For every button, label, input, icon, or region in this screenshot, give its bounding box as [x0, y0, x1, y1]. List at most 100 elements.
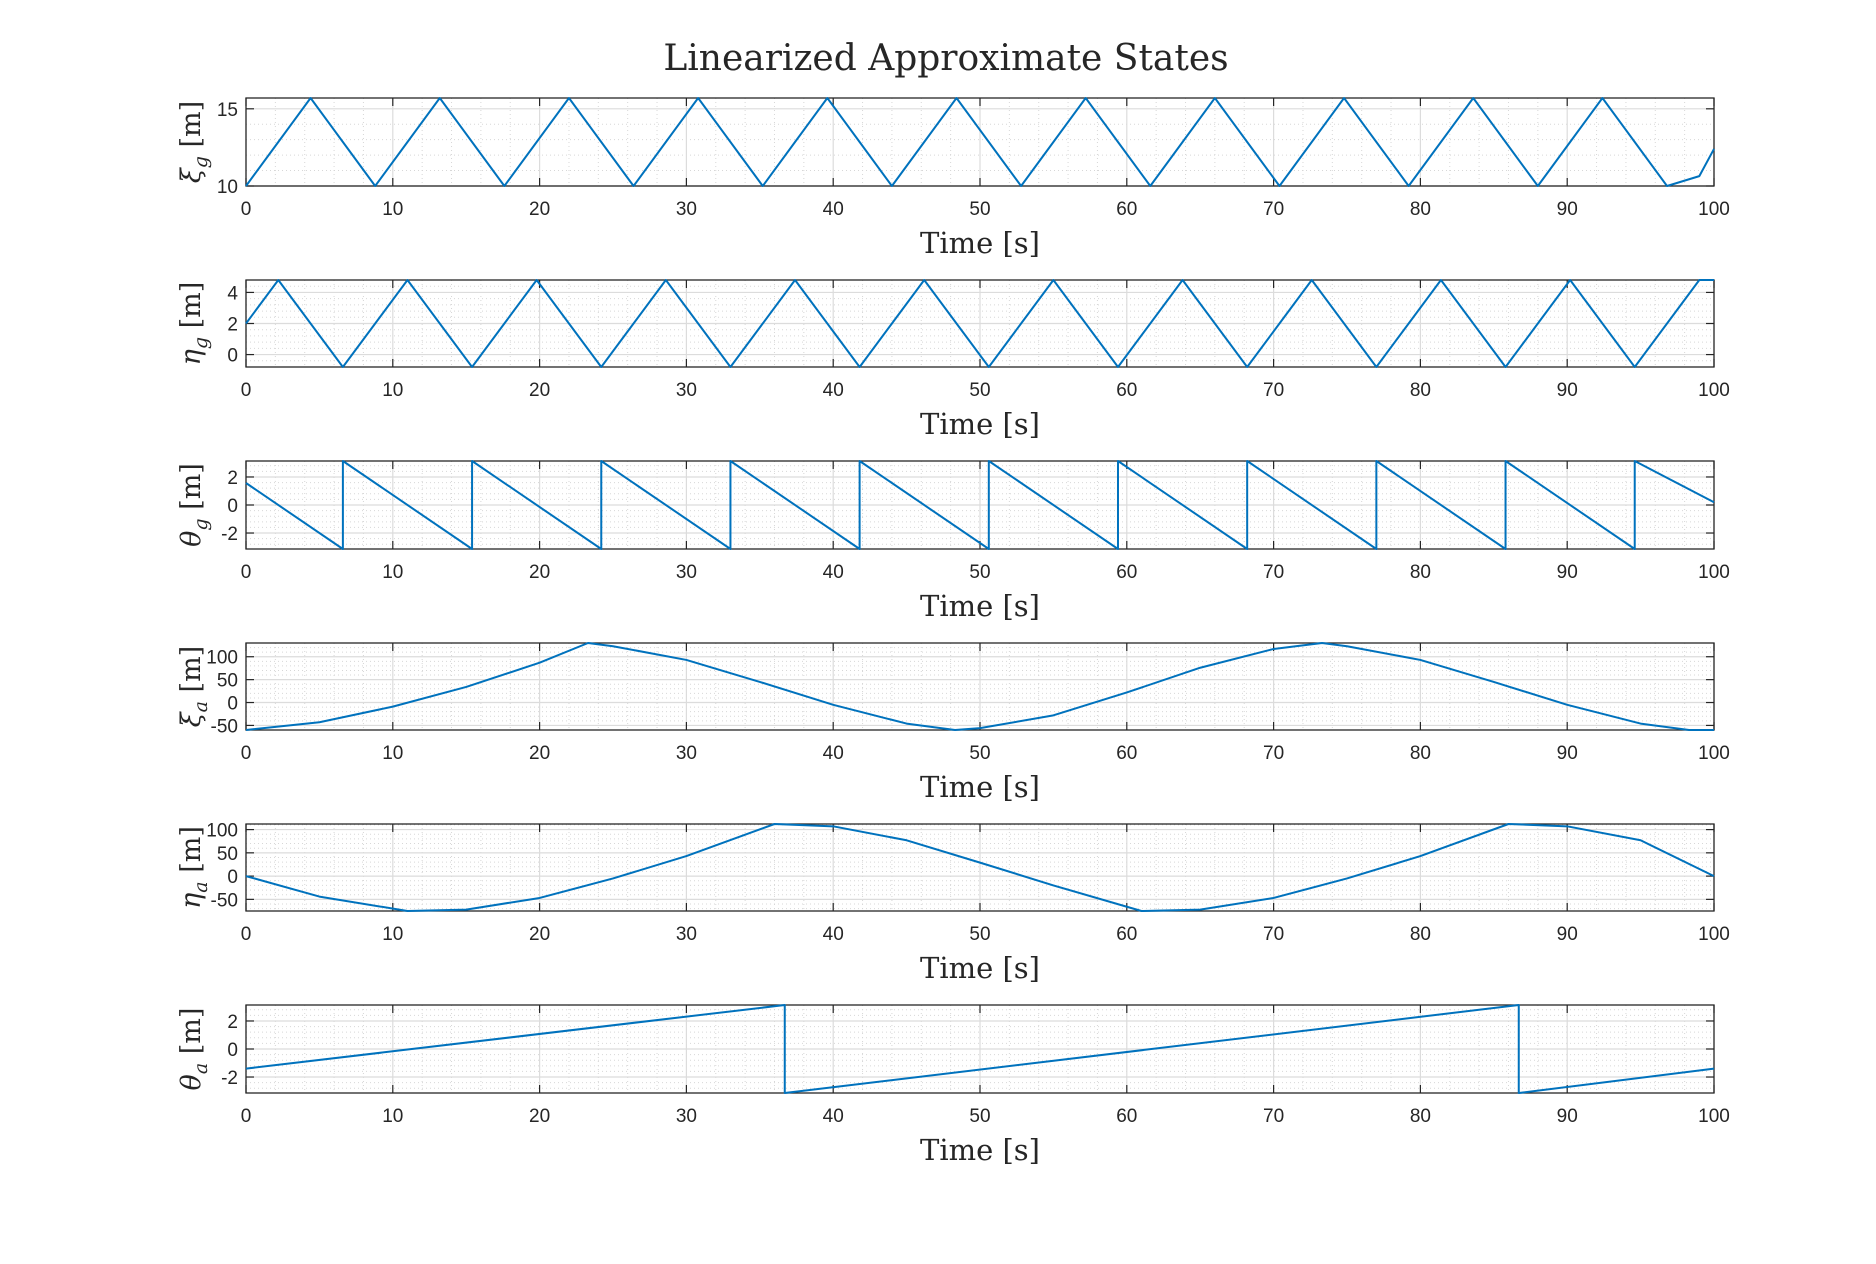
y-axis-label: ξa [m] — [176, 646, 212, 727]
x-tick-label: 10 — [382, 199, 403, 220]
y-axis: -2 0 2 θa [m] — [176, 1008, 1714, 1091]
x-tick-label: 70 — [1263, 562, 1284, 583]
x-tick-label: 20 — [529, 743, 550, 764]
y-tick-label: 4 — [227, 283, 238, 304]
x-axis: 0 10 20 30 40 50 60 70 80 90 100 Time [s] — [241, 461, 1730, 623]
x-axis: 0 10 20 30 40 50 60 70 80 90 100 Time [s] — [241, 98, 1730, 260]
y-axis-label: ηa [m] — [176, 826, 212, 909]
x-tick-label: 70 — [1263, 199, 1284, 220]
x-tick-label: 20 — [529, 562, 550, 583]
x-tick-label: 70 — [1263, 380, 1284, 401]
x-tick-label: 70 — [1263, 743, 1284, 764]
x-tick-label: 40 — [823, 199, 844, 220]
x-axis: 0 10 20 30 40 50 60 70 80 90 100 Time [s] — [241, 280, 1730, 441]
major-grid — [245, 1005, 1715, 1093]
minor-grid — [246, 1005, 1714, 1093]
x-tick-label: 20 — [529, 924, 550, 945]
series-line — [245, 460, 1715, 550]
x-axis: 0 10 20 30 40 50 60 70 80 90 100 Time [s] — [241, 643, 1730, 804]
x-tick-label: 0 — [241, 199, 252, 220]
y-tick-label: 2 — [227, 468, 238, 489]
x-tick-label: 90 — [1557, 924, 1578, 945]
x-tick-label: 100 — [1698, 1106, 1730, 1127]
x-axis-label: Time [s] — [920, 226, 1040, 260]
minor-grid — [246, 98, 1714, 186]
x-tick-label: 50 — [969, 743, 990, 764]
y-tick-label: 100 — [206, 821, 238, 842]
x-tick-label: 40 — [823, 924, 844, 945]
x-tick-label: 20 — [529, 1106, 550, 1127]
x-tick-label: 60 — [1116, 562, 1137, 583]
x-tick-label: 30 — [676, 562, 697, 583]
y-tick-label: 0 — [227, 496, 238, 517]
series-line — [245, 823, 1715, 912]
x-tick-label: 100 — [1698, 199, 1730, 220]
y-tick-label: 50 — [217, 671, 238, 692]
x-tick-label: 80 — [1410, 743, 1431, 764]
y-tick-label: 0 — [227, 346, 238, 367]
x-tick-label: 60 — [1116, 924, 1137, 945]
y-tick-label: 100 — [206, 648, 238, 669]
x-tick-label: 50 — [969, 380, 990, 401]
y-axis-label: θa [m] — [176, 1008, 212, 1091]
x-tick-label: 0 — [241, 380, 252, 401]
x-axis-label: Time [s] — [920, 1133, 1040, 1167]
x-tick-label: 50 — [969, 562, 990, 583]
x-tick-label: 60 — [1116, 743, 1137, 764]
x-tick-label: 100 — [1698, 924, 1730, 945]
x-tick-label: 100 — [1698, 743, 1730, 764]
x-tick-label: 40 — [823, 1106, 844, 1127]
y-tick-label: -2 — [221, 524, 238, 545]
x-tick-label: 90 — [1557, 199, 1578, 220]
x-axis-label: Time [s] — [920, 951, 1040, 985]
x-tick-label: 60 — [1116, 1106, 1137, 1127]
x-tick-label: 20 — [529, 199, 550, 220]
x-tick-label: 60 — [1116, 199, 1137, 220]
y-tick-label: 15 — [217, 100, 238, 121]
chart-title: Linearized Approximate States — [663, 38, 1228, 79]
y-tick-label: 50 — [217, 844, 238, 865]
y-tick-label: -50 — [211, 716, 238, 737]
x-axis-label: Time [s] — [920, 407, 1040, 441]
x-tick-label: 0 — [241, 562, 252, 583]
series-line — [245, 279, 1714, 368]
x-tick-label: 0 — [241, 924, 252, 945]
y-tick-label: -50 — [211, 890, 238, 911]
x-tick-label: 100 — [1698, 562, 1730, 583]
x-tick-label: 30 — [676, 1106, 697, 1127]
x-tick-label: 80 — [1410, 924, 1431, 945]
x-tick-label: 10 — [382, 743, 403, 764]
y-tick-label: 0 — [227, 867, 238, 888]
subplot-eta-g: 0 10 20 30 40 50 60 70 80 90 100 Time [s] 0 2 4 ηg [m] — [176, 279, 1730, 441]
x-tick-label: 80 — [1410, 1106, 1431, 1127]
x-axis: 0 10 20 30 40 50 60 70 80 90 100 Time [s] — [241, 824, 1730, 985]
x-tick-label: 80 — [1410, 380, 1431, 401]
x-tick-label: 90 — [1557, 562, 1578, 583]
x-tick-label: 60 — [1116, 380, 1137, 401]
x-axis: 0 10 20 30 40 50 60 70 80 90 100 Time [s] — [241, 1005, 1730, 1167]
y-tick-label: 2 — [227, 1012, 238, 1033]
x-tick-label: 0 — [241, 743, 252, 764]
x-tick-label: 40 — [823, 743, 844, 764]
x-tick-label: 30 — [676, 199, 697, 220]
x-tick-label: 90 — [1557, 380, 1578, 401]
x-tick-label: 50 — [969, 924, 990, 945]
x-tick-label: 30 — [676, 924, 697, 945]
x-tick-label: 10 — [382, 562, 403, 583]
x-tick-label: 30 — [676, 743, 697, 764]
series-line — [245, 642, 1714, 731]
y-tick-label: 0 — [227, 694, 238, 715]
x-tick-label: 20 — [529, 380, 550, 401]
y-tick-label: -2 — [221, 1068, 238, 1089]
x-tick-label: 0 — [241, 1106, 252, 1127]
x-tick-label: 80 — [1410, 199, 1431, 220]
